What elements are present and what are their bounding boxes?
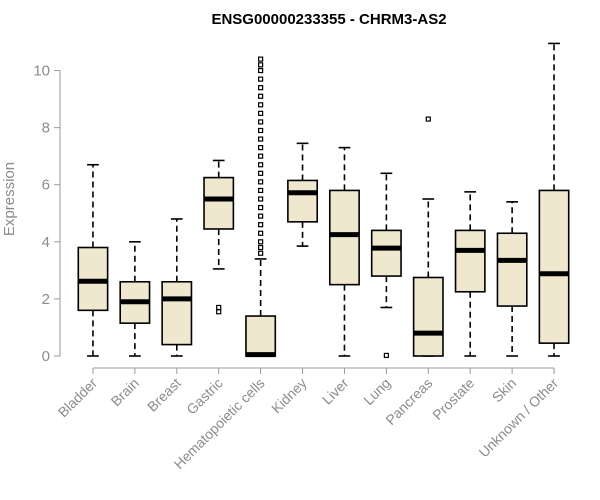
outlier-point (258, 62, 264, 68)
x-tick-label: Kidney (268, 375, 310, 417)
box-lung (370, 172, 402, 359)
outlier-point (258, 102, 264, 108)
y-tick-label: 2 (42, 291, 50, 308)
outlier-point (258, 244, 264, 251)
x-tick-label: Bladder (55, 375, 101, 421)
iqr-box (287, 179, 319, 223)
box-brain (119, 241, 151, 357)
box-prostate (454, 191, 486, 357)
box-kidney (287, 142, 319, 247)
outlier-point (383, 352, 389, 359)
outlier-point (258, 110, 264, 116)
y-tick-label: 4 (42, 234, 50, 251)
outlier-point (425, 116, 431, 122)
outlier-point (258, 213, 264, 219)
iqr-box (496, 232, 528, 307)
iqr-box (328, 189, 360, 286)
boxes-group (77, 42, 570, 359)
box-pancreas (412, 116, 444, 357)
outlier-point (258, 93, 264, 99)
outlier-point (258, 239, 264, 245)
y-tick-label: 8 (42, 120, 50, 137)
box-unknown-other (538, 42, 570, 357)
outlier-point (258, 196, 264, 202)
box-hematopoietic-cells (245, 56, 277, 358)
iqr-box (203, 176, 235, 230)
outlier-point (258, 85, 264, 91)
outlier-point (258, 145, 264, 151)
y-tick-label: 0 (42, 348, 50, 365)
outlier-point (258, 204, 264, 211)
x-tick-label: Pancreas (382, 375, 435, 428)
box-breast (161, 218, 193, 357)
box-skin (496, 201, 528, 357)
outlier-point (258, 76, 264, 82)
outlier-point (258, 119, 264, 125)
outlier-point (258, 162, 264, 168)
outlier-point (258, 187, 264, 194)
x-tick-label: Liver (319, 375, 352, 408)
y-axis-label: Expression (1, 162, 18, 236)
iqr-box (538, 189, 570, 344)
y-axis: 0 2 4 6 8 10 (33, 63, 61, 365)
iqr-box (454, 229, 486, 293)
outlier-point (216, 309, 222, 315)
chart-title: ENSG00000233355 - CHRM3-AS2 (211, 11, 446, 28)
outlier-point (258, 127, 264, 134)
box-bladder (77, 163, 109, 357)
iqr-box (370, 229, 402, 277)
outlier-point (258, 179, 264, 185)
outlier-point (216, 304, 222, 311)
outlier-point (258, 250, 264, 256)
x-tick-label: Unknown / Other (476, 375, 562, 461)
outlier-point (258, 170, 264, 176)
iqr-box (412, 276, 444, 357)
outlier-point (258, 230, 264, 236)
outlier-point (258, 153, 264, 159)
x-tick-label: Brain (108, 375, 142, 409)
x-tick-label: Breast (144, 375, 184, 415)
outlier-point (258, 67, 264, 74)
box-liver (328, 146, 360, 357)
x-tick-label: Prostate (429, 375, 477, 423)
x-tick-label: Lung (360, 375, 393, 408)
y-tick-label: 6 (42, 177, 50, 194)
outlier-point (258, 222, 264, 228)
y-tick-label: 10 (33, 63, 50, 80)
outlier-point (258, 56, 264, 62)
iqr-box (245, 315, 277, 357)
outlier-point (258, 136, 264, 142)
box-gastric (203, 159, 235, 315)
iqr-box (161, 280, 193, 346)
x-tick-label: Skin (489, 375, 520, 406)
